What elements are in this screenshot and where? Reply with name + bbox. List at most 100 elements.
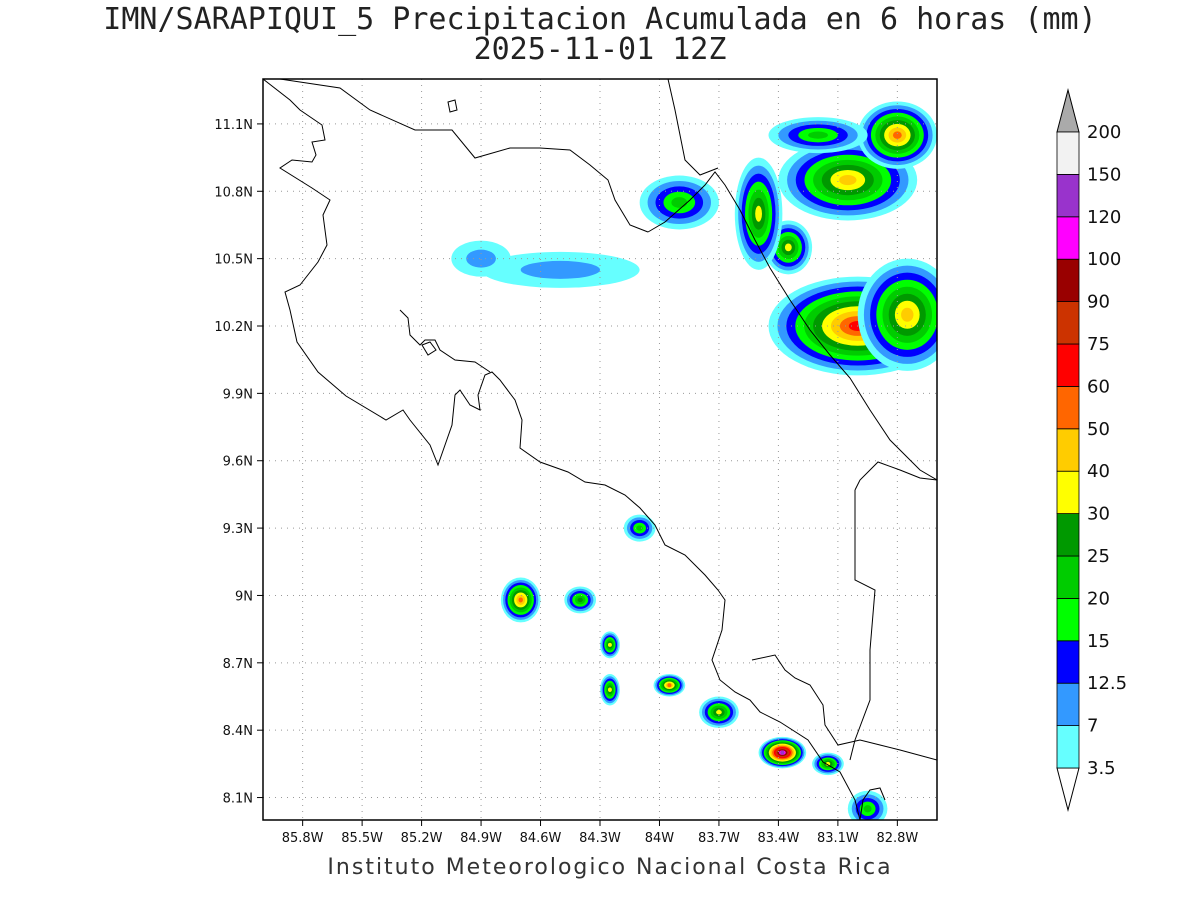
- y-tick-label: 10.5N: [214, 253, 253, 268]
- colorbar-swatch: [1056, 428, 1080, 472]
- colorbar-label: 50: [1087, 419, 1110, 440]
- precip-cell: [758, 736, 807, 769]
- precip-cell: [653, 674, 686, 697]
- precip-contour: [901, 307, 914, 322]
- credit-text: Instituto Meteorologico Nacional Costa R…: [327, 855, 893, 880]
- small-island: [421, 341, 437, 356]
- x-tick-label: 84W: [645, 831, 675, 846]
- precip-cell: [857, 258, 937, 371]
- precip-cell: [768, 117, 868, 154]
- x-tick-label: 85.8W: [282, 831, 324, 846]
- precip-contour: [780, 750, 785, 755]
- precip-contour: [636, 525, 643, 531]
- y-tick-label: 9.6N: [223, 455, 253, 470]
- precip-contour: [671, 197, 688, 208]
- colorbar-swatch: [1056, 258, 1080, 303]
- y-tick-label: 9.9N: [223, 387, 253, 402]
- precip-contour: [667, 683, 672, 688]
- colorbar-label: 3.5: [1087, 758, 1116, 779]
- colorbar-label: 100: [1087, 249, 1121, 270]
- burica-peninsula: [751, 654, 937, 761]
- precip-cell: [734, 157, 783, 270]
- y-tick-label: 11.1N: [214, 118, 253, 133]
- colorbar-swatch: [1056, 216, 1080, 260]
- precip-contour: [520, 260, 601, 279]
- island-2: [447, 99, 458, 113]
- coastlines: [263, 79, 937, 820]
- colorbar-label: 150: [1087, 164, 1121, 185]
- colorbar-bottom-arrow: [1056, 767, 1080, 812]
- x-tick-label: 83.7W: [698, 831, 740, 846]
- precip-contour: [863, 805, 872, 813]
- colorbar-label: 12.5: [1087, 673, 1127, 694]
- colorbar-label: 15: [1087, 631, 1110, 652]
- caribbean-coast: [667, 79, 719, 176]
- panama-border-2: [849, 490, 876, 761]
- colorbar-swatch: [1056, 598, 1080, 642]
- y-axis: 11.1N 10.8N 10.5N 10.2N 9.9N 9.6N 9.3N 9N 8.7N 8.…: [214, 118, 263, 807]
- pacific-coastline: [263, 79, 861, 820]
- colorbar-label: 40: [1087, 461, 1110, 482]
- colorbar-swatch: [1056, 385, 1080, 430]
- precip-contour: [784, 243, 792, 252]
- colorbar-swatch: [1056, 470, 1080, 515]
- precip-contour: [892, 131, 902, 139]
- precip-cell: [564, 586, 597, 614]
- precip-cell: [699, 696, 739, 728]
- precip-contour: [518, 597, 523, 603]
- colorbar-label: 120: [1087, 207, 1121, 228]
- precip-cell: [600, 674, 620, 706]
- precip-contour: [577, 597, 583, 603]
- precip-cell: [600, 631, 620, 659]
- colorbar-label: 200: [1087, 122, 1121, 143]
- precip-contour: [607, 642, 612, 647]
- colorbar-label: 30: [1087, 504, 1110, 525]
- colorbar-swatch: [1056, 725, 1080, 769]
- x-tick-label: 83.1W: [817, 831, 859, 846]
- nicaragua-lake-shore: [279, 79, 649, 233]
- colorbar-swatch: [1056, 173, 1080, 218]
- title-line-2: 2025-11-01 12Z: [473, 32, 727, 67]
- precip-cell: [857, 101, 937, 169]
- colorbar-label: 7: [1087, 716, 1098, 737]
- colorbar-label: 60: [1087, 376, 1110, 397]
- x-tick-label: 82.8W: [876, 831, 918, 846]
- y-tick-label: 10.8N: [214, 185, 253, 200]
- y-tick-label: 9.3N: [223, 522, 253, 537]
- north-border: [647, 171, 937, 481]
- precipitation-layer: [451, 101, 937, 820]
- panama-border: [854, 461, 937, 491]
- x-tick-label: 85.5W: [341, 831, 383, 846]
- x-axis: 85.8W 85.5W 85.2W 84.9W 84.6W 84.3W 84W 83.7W 83…: [282, 820, 918, 846]
- grid-lines: [263, 79, 937, 820]
- colorbar-top-arrow: [1056, 88, 1080, 133]
- precip-contour: [607, 687, 612, 693]
- precip-contour: [825, 761, 831, 766]
- colorbar-label: 25: [1087, 546, 1110, 567]
- y-tick-label: 8.7N: [223, 657, 253, 672]
- precip-cell: [451, 240, 511, 277]
- precip-contour: [716, 709, 722, 715]
- colorbar-swatch: [1056, 131, 1080, 175]
- x-tick-label: 84.9W: [460, 831, 502, 846]
- precip-contour: [839, 174, 857, 186]
- nicoya-bay-coast: [399, 309, 491, 373]
- colorbar-swatch: [1056, 301, 1080, 345]
- precip-contour: [808, 131, 828, 139]
- map-title: IMN/SARAPIQUI_5 Precipitacion Acumulada …: [0, 0, 1200, 65]
- colorbar: 3.5 7 12.5 15 20 25 30 40 50 60 75 90 100 120 150 200: [1056, 88, 1127, 812]
- precip-cell: [623, 514, 656, 542]
- x-tick-label: 84.3W: [579, 831, 621, 846]
- southern-coast: [859, 787, 886, 820]
- colorbar-swatch: [1056, 343, 1080, 387]
- y-tick-label: 9N: [235, 589, 253, 604]
- precip-cell: [639, 175, 719, 230]
- precip-contour: [755, 205, 762, 222]
- colorbar-swatch: [1056, 513, 1080, 557]
- precip-cell: [481, 251, 640, 288]
- colorbar-label: 20: [1087, 588, 1110, 609]
- precip-cell: [847, 790, 888, 820]
- colorbar-swatch: [1056, 555, 1080, 599]
- x-tick-label: 84.6W: [520, 831, 562, 846]
